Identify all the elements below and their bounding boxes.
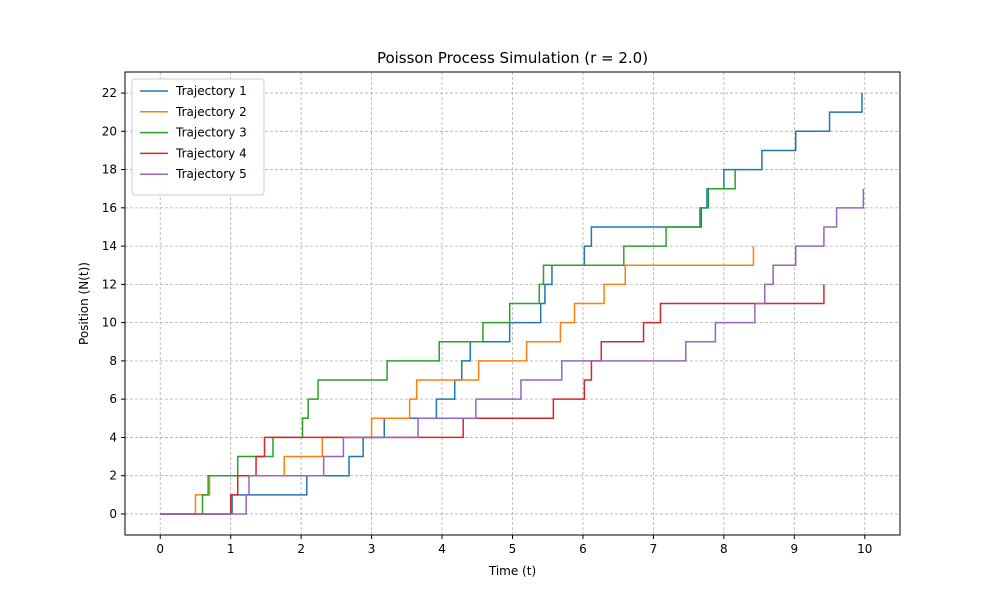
trajectory-1-line <box>160 93 863 515</box>
y-axis-label: Position (N(t)) <box>77 262 91 345</box>
legend-label: Trajectory 4 <box>175 146 247 160</box>
y-tick-label: 14 <box>102 239 117 253</box>
y-tick-label: 16 <box>102 201 117 215</box>
legend-label: Trajectory 5 <box>175 167 247 181</box>
x-axis-label: Time (t) <box>488 564 536 578</box>
y-tick-label: 0 <box>109 507 117 521</box>
chart-title: Poisson Process Simulation (r = 2.0) <box>377 49 648 67</box>
y-tick-label: 8 <box>109 354 117 368</box>
trajectory-3-line <box>160 169 736 515</box>
y-tick-label: 18 <box>102 163 117 177</box>
x-tick-label: 10 <box>857 542 872 556</box>
y-tick-label: 10 <box>102 316 117 330</box>
x-tick-label: 7 <box>650 542 658 556</box>
y-tick-label: 12 <box>102 277 117 291</box>
x-tick-label: 1 <box>227 542 235 556</box>
y-tick-label: 6 <box>109 392 117 406</box>
legend-label: Trajectory 2 <box>175 105 247 119</box>
y-tick-label: 22 <box>102 86 117 100</box>
trajectory-4-line <box>160 284 825 515</box>
x-tick-label: 4 <box>438 542 446 556</box>
y-tick-label: 4 <box>109 430 117 444</box>
x-tick-label: 0 <box>156 542 164 556</box>
y-tick-label: 2 <box>109 469 117 483</box>
x-tick-label: 2 <box>297 542 305 556</box>
x-tick-label: 6 <box>579 542 587 556</box>
x-tick-label: 5 <box>509 542 517 556</box>
x-tick-label: 3 <box>368 542 376 556</box>
legend-label: Trajectory 1 <box>175 84 247 98</box>
plot-lines <box>160 93 865 515</box>
trajectory-5-line <box>160 188 865 515</box>
y-tick-label: 20 <box>102 124 117 138</box>
legend-box <box>131 78 265 196</box>
x-tick-label: 8 <box>720 542 728 556</box>
x-tick-label: 9 <box>790 542 798 556</box>
legend: Trajectory 1 Trajectory 2 Trajectory 3 Traj… <box>131 78 265 196</box>
legend-label: Trajectory 3 <box>175 126 247 140</box>
